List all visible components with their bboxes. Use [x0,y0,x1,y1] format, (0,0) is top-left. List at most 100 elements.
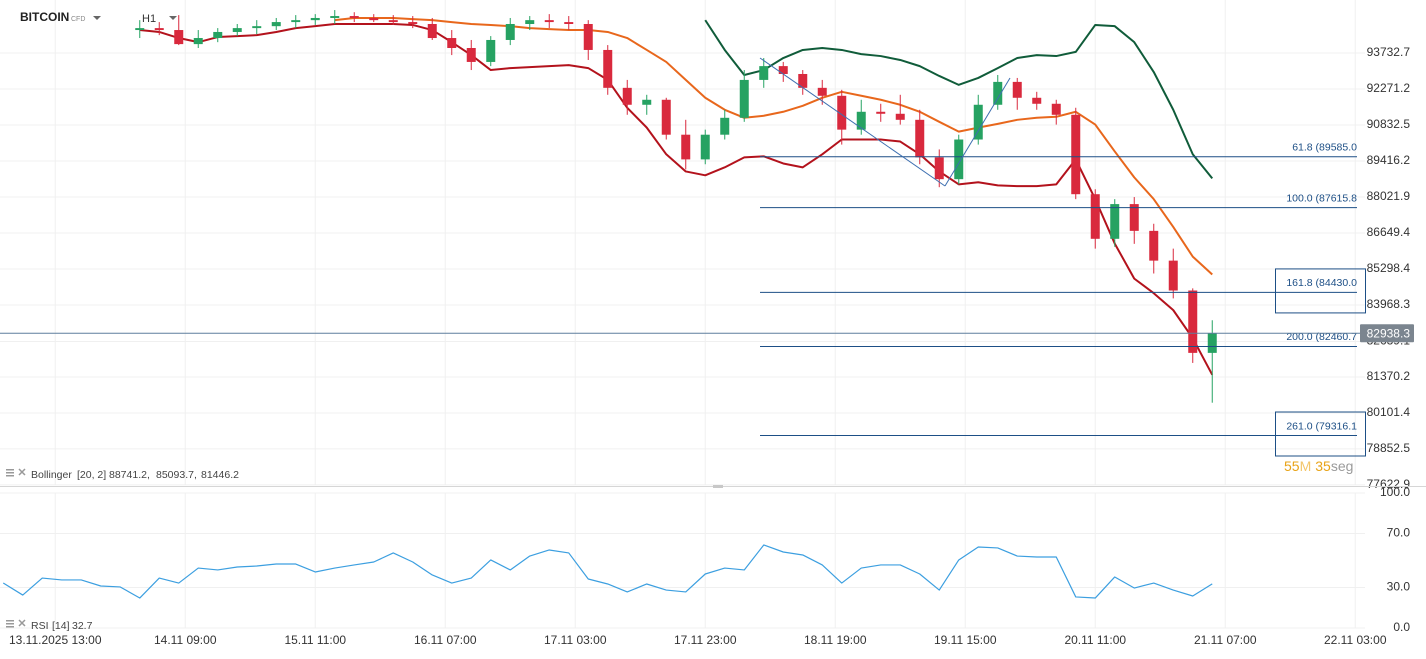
y-tick-label: 0.0 [1393,620,1410,634]
candle-body [837,95,847,130]
candle-body [778,66,788,74]
fib-label: 161.8 (84430.0 [1286,277,1357,289]
y-tick-label: 30.0 [1387,580,1411,594]
trend-line[interactable] [759,57,946,187]
candle-body [661,99,671,135]
candle-body [174,30,184,45]
x-tick-label: 20.11 11:00 [1064,633,1126,647]
indicator-value: 88741.2, [109,469,150,481]
candle-body [856,111,866,130]
y-tick-label: 78852.5 [1367,441,1411,455]
candle-body [1110,204,1120,239]
indicator-value: 85093.7, [156,469,197,481]
price-pane [135,10,1217,403]
candle-body [1090,194,1100,239]
x-tick-label: 21.11 07:00 [1194,633,1257,647]
candle-body [388,20,398,23]
candle-body [622,87,632,105]
band-line [704,19,1214,180]
legend-close[interactable] [18,468,26,476]
candle-body [1012,81,1022,98]
candle-body [486,39,496,62]
candle-body [544,20,554,23]
y-tick-label: 93732.7 [1367,45,1411,59]
y-tick-label: 100.0 [1380,485,1410,499]
y-tick-label: 85298.4 [1367,261,1411,275]
candle-body [973,104,983,140]
legend-icon[interactable] [6,626,14,628]
legend-icon[interactable] [6,475,14,477]
x-tick-label: 17.11 23:00 [674,633,737,647]
candle-body [1149,230,1159,261]
countdown-seconds-unit: seg [1331,458,1354,474]
countdown-minutes: 55 [1284,458,1300,474]
countdown: 55M 35seg [1284,458,1353,474]
timeframe[interactable]: H1 [142,13,156,25]
countdown-minutes-unit: M [1300,458,1312,474]
y-tick-label: 89416.2 [1367,153,1411,167]
timeframe-dropdown[interactable] [169,16,177,20]
candle-body [252,26,262,29]
candle-body [720,117,730,135]
candle-body [408,22,418,24]
y-tick-label: 80101.4 [1367,405,1411,419]
last-price-label: 82938.3 [1367,326,1411,340]
legend-icon[interactable] [6,469,14,471]
legend-icon[interactable] [6,623,14,625]
candle-body [642,99,652,105]
x-tick-label: 19.11 15:00 [934,633,997,647]
candle-body [603,49,613,88]
symbol-dropdown[interactable] [93,16,101,20]
fib-label: 61.8 (89585.0 [1292,141,1357,153]
y-tick-label: 92271.2 [1367,81,1411,95]
y-tick-label: 77622.9 [1367,477,1411,491]
candle-body [759,66,769,80]
fib-label-box [1275,268,1366,314]
y-tick-label: 70.0 [1387,526,1411,540]
x-tick-label: 16.11 07:00 [414,633,477,647]
legend-icon[interactable] [6,620,14,622]
x-tick-label: 22.11 03:00 [1324,633,1387,647]
candle-body [798,73,808,88]
candle-body [232,28,242,32]
candle-body [1032,97,1042,104]
y-tick-label: 81370.2 [1367,369,1411,383]
candle-body [466,48,476,62]
indicator-params: [14] [52,620,70,632]
indicator-value: 81446.2 [201,469,239,481]
x-tick-label: 13.11.2025 13:00 [9,633,102,647]
candle-body [681,134,691,160]
band-line [139,23,1214,376]
fib-label: 200.0 (82460.7 [1286,331,1357,343]
market: CFD [71,16,85,23]
symbol[interactable]: BITCOIN [20,10,69,24]
y-tick-label: 88021.9 [1367,189,1411,203]
indicator-value: 32.7 [72,620,93,632]
x-tick-label: 17.11 03:00 [544,633,607,647]
candle-body [135,28,145,31]
y-tick-label: 83968.3 [1367,297,1411,311]
pane-handle[interactable] [713,485,723,488]
candle-body [154,28,164,31]
grid-layer [0,0,1365,629]
y-tick-label: 90832.5 [1367,117,1411,131]
indicator-name: Bollinger [31,469,72,481]
candle-body [1188,290,1198,353]
legend-close[interactable] [18,619,26,627]
trend-line[interactable] [944,77,1011,187]
candle-body [993,81,1003,105]
candle-body [505,23,515,40]
candle-body [739,79,749,118]
rsi-legend: RSI [14] 32.7 [6,619,93,632]
candle-body [583,23,593,50]
bollinger-legend: Bollinger [20, 2] 88741.2, 85093.7, 8144… [6,468,239,481]
candle-body [817,87,827,96]
band-line [334,16,1213,276]
legend-icon[interactable] [6,472,14,474]
rsi-pane [2,544,1213,599]
candle-body [291,20,301,23]
candle-body [447,38,457,49]
indicator-name: RSI [31,620,49,632]
candle-body [700,134,710,160]
candle-body [213,31,223,39]
